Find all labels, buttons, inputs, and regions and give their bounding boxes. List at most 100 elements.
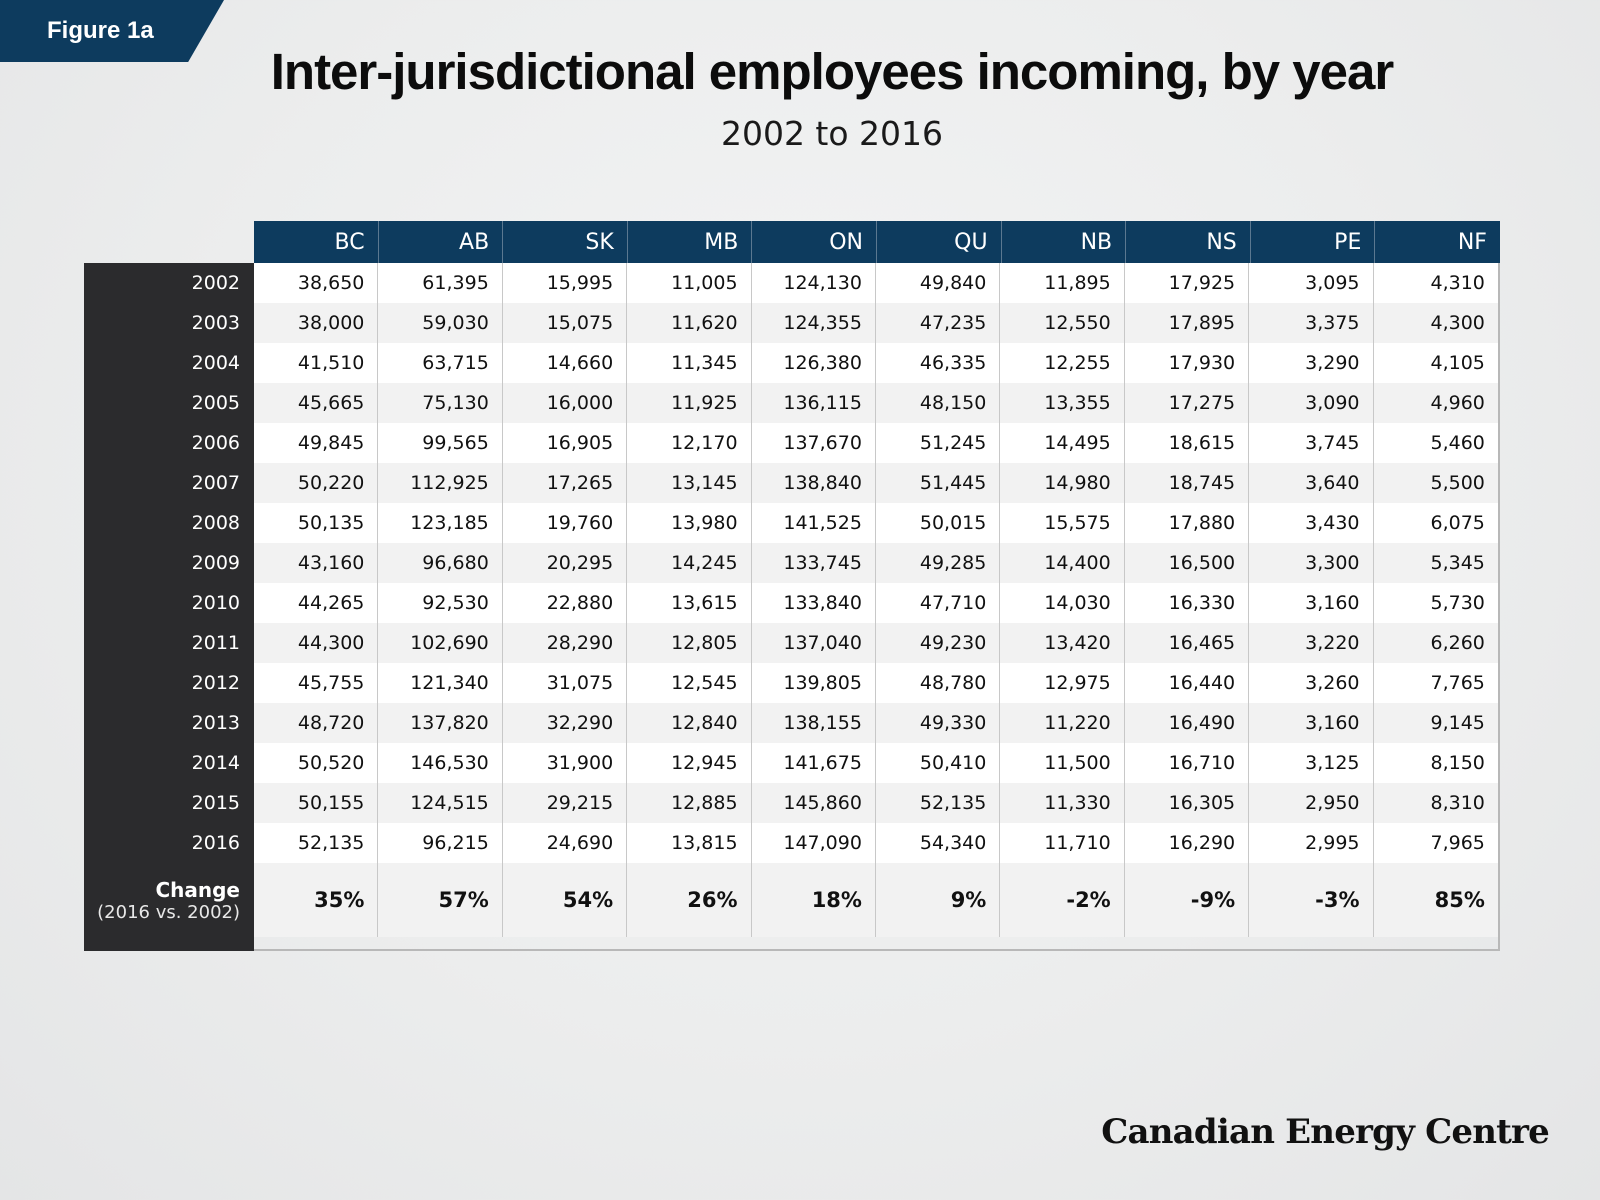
table-cell: 16,710 (1125, 743, 1250, 784)
table-cell: 11,500 (1000, 743, 1125, 784)
table-cell: 61,395 (378, 263, 503, 304)
table-cell: 4,960 (1430, 392, 1485, 414)
table-row: 45,755 121,340 31,075 12,545 139,805 48,780 12… (254, 663, 1498, 704)
table-cell: 4,105 (1430, 352, 1485, 374)
table-row: 38,000 59,030 15,075 11,620 124,355 47,235 12,… (254, 303, 1498, 344)
table-cell: 15,995 (503, 263, 628, 304)
table-row: 48,720 137,820 32,290 12,840 138,155 49,330 11… (254, 703, 1498, 744)
table-row: 38,650 61,395 15,995 11,005 124,130 49,840 11,… (254, 263, 1498, 304)
table-cell: 47,235 (876, 303, 1001, 344)
table-cell: 6,075 (1430, 512, 1485, 534)
table-cell: 52,135 (254, 823, 379, 864)
row-year-label: 2015 (191, 792, 240, 814)
table-cell: 38,000 (254, 303, 379, 344)
table-cell: 14,495 (1000, 423, 1125, 464)
chart-title: Inter-jurisdictional employees incoming,… (270, 43, 1395, 100)
table-cell: 139,805 (752, 663, 876, 704)
change-row-label: Change (2016 vs. 2002) (84, 878, 240, 924)
table-cell: 147,090 (752, 823, 876, 864)
table-cell: 92,530 (378, 583, 503, 624)
table-cell: 38,650 (254, 263, 379, 304)
table-cell: 136,115 (752, 383, 876, 424)
table-cell: 19,760 (503, 503, 628, 544)
table-cell: 124,130 (752, 263, 876, 304)
table-cell: 31,075 (503, 663, 628, 704)
table-cell: 41,510 (254, 343, 379, 384)
table-cell: 48,720 (254, 703, 379, 744)
table-cell: 24,690 (503, 823, 628, 864)
table-cell: 7,765 (1430, 672, 1485, 694)
table-cell: 15,075 (503, 303, 628, 344)
row-year-label: 2005 (191, 392, 240, 414)
column-header: BC (254, 221, 379, 263)
column-header: ON (752, 221, 877, 263)
table-cell: 13,145 (627, 463, 752, 504)
table-cell: 31,900 (503, 743, 628, 784)
table-row: 41,510 63,715 14,660 11,345 126,380 46,335 12,… (254, 343, 1498, 384)
table-cell: 3,160 (1249, 703, 1374, 744)
table-body: 38,650 61,395 15,995 11,005 124,130 49,840 11,… (254, 263, 1500, 951)
table-cell: 3,260 (1249, 663, 1374, 704)
table-cell: 11,925 (627, 383, 752, 424)
table-cell: 51,445 (876, 463, 1001, 504)
table-cell: 18,615 (1125, 423, 1250, 464)
table-cell: 49,330 (876, 703, 1001, 744)
row-year-label: 2012 (191, 672, 240, 694)
table-cell: 16,905 (503, 423, 628, 464)
table-cell: 63,715 (378, 343, 503, 384)
table-cell: 11,345 (627, 343, 752, 384)
table-cell: 137,040 (752, 623, 876, 664)
table-cell: 99,565 (378, 423, 503, 464)
row-label-column: Change (2016 vs. 2002) 2002 2003 2004 2005 2… (84, 263, 254, 951)
table-cell: 52,135 (876, 783, 1001, 824)
table-cell: 22,880 (503, 583, 628, 624)
table-cell: 16,330 (1125, 583, 1250, 624)
table-header-row: BC AB SK MB ON QU NB NS PE NF (254, 221, 1500, 263)
column-header: AB (379, 221, 504, 263)
table-cell: 3,290 (1249, 343, 1374, 384)
row-year-label: 2016 (191, 832, 240, 854)
table-cell: 146,530 (378, 743, 503, 784)
row-year-label: 2004 (191, 352, 240, 374)
figure-label: Figure 1a (47, 17, 154, 44)
table-cell: 137,670 (752, 423, 876, 464)
table-cell: 59,030 (378, 303, 503, 344)
table-cell: 133,840 (752, 583, 876, 624)
table-row: 50,155 124,515 29,215 12,885 145,860 52,135 11… (254, 783, 1498, 824)
change-cell: -2% (1000, 863, 1125, 937)
change-cell: 85% (1434, 888, 1485, 912)
table-cell: 17,265 (503, 463, 628, 504)
table-cell: 50,155 (254, 783, 379, 824)
table-cell: 28,290 (503, 623, 628, 664)
table-cell: 54,340 (876, 823, 1001, 864)
table-cell: 17,880 (1125, 503, 1250, 544)
table-cell: 75,130 (378, 383, 503, 424)
table-cell: 12,840 (627, 703, 752, 744)
table-cell: 13,420 (1000, 623, 1125, 664)
table-cell: 96,215 (378, 823, 503, 864)
table-cell: 121,340 (378, 663, 503, 704)
table-cell: 3,095 (1249, 263, 1374, 304)
table-cell: 7,965 (1430, 832, 1485, 854)
table-row: 50,135 123,185 19,760 13,980 141,525 50,015 15… (254, 503, 1498, 544)
chart-subtitle: 2002 to 2016 (720, 114, 944, 153)
table-cell: 11,330 (1000, 783, 1125, 824)
table-cell: 15,575 (1000, 503, 1125, 544)
change-cell: 35% (254, 863, 379, 937)
table-cell: 11,620 (627, 303, 752, 344)
table-cell: 44,265 (254, 583, 379, 624)
table-cell: 123,185 (378, 503, 503, 544)
table-row: 49,845 99,565 16,905 12,170 137,670 51,245 14,… (254, 423, 1498, 464)
table-cell: 17,925 (1125, 263, 1250, 304)
table-cell: 133,745 (752, 543, 876, 584)
figure-tag: Figure 1a (0, 0, 224, 62)
table-cell: 29,215 (503, 783, 628, 824)
change-cell: -3% (1249, 863, 1374, 937)
table-cell: 102,690 (378, 623, 503, 664)
table-cell: 17,930 (1125, 343, 1250, 384)
column-header: SK (503, 221, 628, 263)
table-cell: 32,290 (503, 703, 628, 744)
table-cell: 112,925 (378, 463, 503, 504)
table-cell: 2,995 (1249, 823, 1374, 864)
change-cell: 54% (503, 863, 628, 937)
